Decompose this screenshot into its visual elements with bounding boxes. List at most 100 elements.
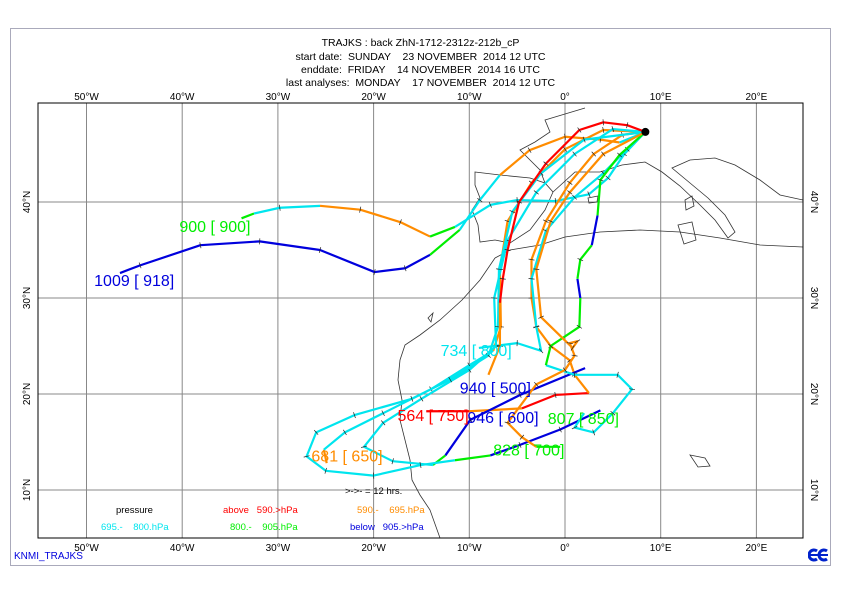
trajectory-segment	[454, 131, 647, 228]
time-tick	[533, 268, 540, 270]
lon-label-top: 10°W	[457, 92, 482, 103]
time-tick	[381, 410, 385, 417]
islands	[427, 195, 711, 468]
time-tick	[343, 429, 347, 436]
time-tick	[403, 265, 407, 272]
time-tick	[570, 345, 575, 351]
lon-label-bottom: 50°W	[74, 543, 99, 554]
graticule: 50°W 50°W 40°W 40°W 30°W 30°W 20°W 20°W 10°W 10°W…	[22, 92, 819, 554]
time-tick	[485, 353, 491, 358]
trajectory	[241, 131, 647, 238]
lon-label-top: 20°W	[361, 92, 386, 103]
time-tick	[359, 206, 362, 213]
time-tick	[516, 200, 522, 204]
time-tick	[448, 376, 452, 383]
time-tick	[509, 210, 516, 214]
time-tick	[602, 119, 604, 126]
start-point-marker	[641, 127, 650, 136]
trajectory-start-label: 807 [ 850]	[548, 411, 619, 428]
time-tick	[611, 126, 615, 133]
lon-label-top: 30°W	[266, 92, 291, 103]
time-tick	[493, 344, 500, 348]
time-tick	[554, 391, 557, 398]
time-tick	[571, 354, 578, 357]
trajectory-labels: 1009 [ 918] 900 [ 900] 564 [ 750] 681 [ 650…	[94, 219, 619, 465]
lon-label-top: 10°E	[650, 92, 672, 103]
time-tick	[567, 190, 573, 195]
last-analyses: last analyses: MONDAY 17 NOVEMBER 2014 1…	[285, 77, 556, 89]
lon-label-bottom: 40°W	[170, 543, 195, 554]
trajectory-start-label: 681 [ 650]	[311, 448, 382, 465]
legend-below-905: below 905.>hPa	[350, 522, 424, 533]
time-tick	[587, 191, 591, 198]
trajectory-start-label: 828 [ 700]	[493, 443, 564, 460]
lon-label-bottom: 10°E	[650, 543, 672, 554]
trajectory-start-label: 1009 [ 918]	[94, 273, 174, 290]
time-tick	[538, 315, 544, 319]
time-tick	[495, 268, 502, 270]
time-tick	[577, 127, 582, 133]
time-tick	[602, 126, 605, 134]
europe-coast	[519, 107, 803, 239]
lat-label-right: 10°N	[808, 479, 819, 501]
time-tick	[558, 426, 562, 433]
arrow-interval-note: >->- = 12 hrs.	[345, 486, 403, 497]
time-tick	[571, 425, 578, 430]
time-tick	[601, 151, 606, 157]
time-tick	[518, 392, 522, 398]
trajectory	[487, 119, 646, 376]
lat-label-left: 10°N	[22, 479, 33, 501]
time-tick	[361, 445, 368, 448]
lon-label-bottom: 10°W	[457, 543, 482, 554]
time-tick	[138, 262, 142, 269]
time-tick	[543, 161, 549, 166]
time-tick	[279, 204, 281, 211]
trajectory-start-label: 900 [ 900]	[179, 219, 250, 236]
time-tick	[533, 190, 539, 195]
time-tick	[419, 462, 422, 469]
time-tick	[566, 342, 573, 345]
trajectory-segment	[469, 407, 522, 413]
time-tick	[528, 258, 535, 261]
trajectory-segment	[545, 364, 634, 434]
time-tick	[518, 441, 522, 448]
lon-label-bottom: 30°W	[266, 543, 291, 554]
time-tick	[576, 324, 583, 329]
time-tick	[582, 136, 586, 143]
lon-label-top: 0°	[560, 92, 570, 103]
time-tick	[597, 178, 604, 182]
legend-590-695: 590.- 695.hPa	[357, 505, 425, 516]
lon-label-bottom: 0°	[560, 543, 570, 554]
time-tick	[572, 194, 577, 200]
time-tick	[562, 367, 568, 373]
end-date: enddate: FRIDAY 14 NOVEMBER 2014 16 UTC	[301, 64, 540, 76]
lon-label-top: 20°E	[746, 92, 768, 103]
time-tick	[610, 410, 616, 416]
trajectory-segment	[576, 278, 582, 299]
trajectory-segment	[429, 225, 456, 238]
trajectory-start-label: 734 [ 800]	[441, 343, 512, 360]
time-tick	[477, 198, 483, 203]
time-tick	[572, 151, 577, 157]
map-border	[37, 102, 804, 539]
time-tick	[519, 434, 525, 440]
time-tick	[591, 151, 596, 157]
lon-label-bottom: 20°E	[746, 543, 768, 554]
time-tick	[564, 133, 566, 140]
legend-title: pressure	[116, 505, 153, 516]
time-tick	[617, 152, 622, 158]
trajectory-segment	[444, 367, 586, 457]
time-tick	[527, 147, 532, 153]
time-tick	[628, 388, 636, 390]
legend-695-800: 695.- 800.hPa	[101, 522, 169, 533]
time-tick	[373, 269, 376, 276]
time-tick	[533, 326, 540, 328]
lon-label-top: 40°W	[170, 92, 195, 103]
lat-label-right: 20°N	[808, 383, 819, 405]
trajectory-segment	[322, 449, 328, 464]
trajectory	[504, 130, 646, 448]
trajectory-segment	[319, 204, 431, 238]
time-tick	[605, 175, 611, 181]
plot-frame	[10, 28, 831, 566]
